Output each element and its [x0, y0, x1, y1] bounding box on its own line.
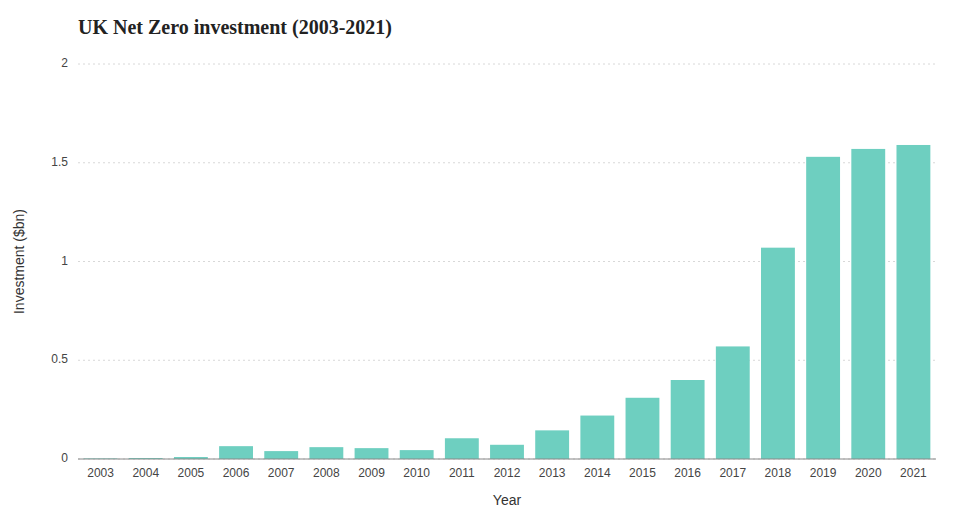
- bar: [851, 149, 885, 459]
- bar: [309, 447, 343, 459]
- x-tick-label: 2017: [719, 466, 746, 480]
- x-tick-label: 2020: [855, 466, 882, 480]
- x-tick-label: 2018: [765, 466, 792, 480]
- y-tick-label: 1: [61, 254, 68, 268]
- bar: [445, 438, 479, 459]
- bar: [264, 451, 298, 459]
- bar: [400, 450, 434, 459]
- y-tick-label: 0.5: [51, 352, 68, 366]
- x-tick-label: 2011: [449, 466, 475, 480]
- x-tick-label: 2016: [674, 466, 701, 480]
- x-tick-label: 2007: [268, 466, 295, 480]
- x-tick-label: 2021: [900, 466, 927, 480]
- bar: [535, 430, 569, 459]
- x-tick-label: 2003: [87, 466, 114, 480]
- bar: [219, 446, 253, 459]
- x-axis-label: Year: [493, 492, 522, 508]
- bar: [355, 448, 389, 459]
- bar: [716, 346, 750, 459]
- x-tick-label: 2014: [584, 466, 611, 480]
- x-tick-label: 2005: [178, 466, 205, 480]
- x-tick-label: 2008: [313, 466, 340, 480]
- grid-line: [78, 64, 936, 65]
- x-ticks: 2003 2004 2005 2006 2007 2008 2009 2010 2011 2012…: [87, 466, 927, 480]
- y-ticks: 0 0.5 1 1.5 2: [51, 56, 68, 465]
- grid-line: [78, 459, 936, 460]
- x-tick-label: 2004: [132, 466, 159, 480]
- chart-container: 0 0.5 1 1.5 2 2003 2004 2005 2006 2007 2008 2009 201…: [0, 0, 960, 521]
- y-tick-label: 1.5: [51, 155, 68, 169]
- y-tick-label: 0: [61, 451, 68, 465]
- x-axis-line: [78, 459, 936, 460]
- x-tick-label: 2012: [494, 466, 521, 480]
- bar: [490, 445, 524, 459]
- y-axis-label: Investment ($bn): [11, 209, 27, 314]
- x-tick-label: 2009: [358, 466, 385, 480]
- x-tick-label: 2006: [223, 466, 250, 480]
- chart: 0 0.5 1 1.5 2 2003 2004 2005 2006 2007 2008 2009 201…: [0, 0, 960, 521]
- bars: [84, 145, 931, 459]
- x-tick-label: 2015: [629, 466, 656, 480]
- y-tick-label: 2: [61, 56, 68, 70]
- bar: [580, 416, 614, 459]
- bar: [761, 248, 795, 459]
- x-tick-label: 2019: [810, 466, 837, 480]
- bar: [671, 380, 705, 459]
- title: UK Net Zero investment (2003-2021): [78, 16, 392, 39]
- bar: [896, 145, 930, 459]
- x-tick-label: 2013: [539, 466, 566, 480]
- bar: [626, 398, 660, 459]
- bar: [806, 157, 840, 459]
- y-grid: [78, 64, 936, 459]
- x-tick-label: 2010: [403, 466, 430, 480]
